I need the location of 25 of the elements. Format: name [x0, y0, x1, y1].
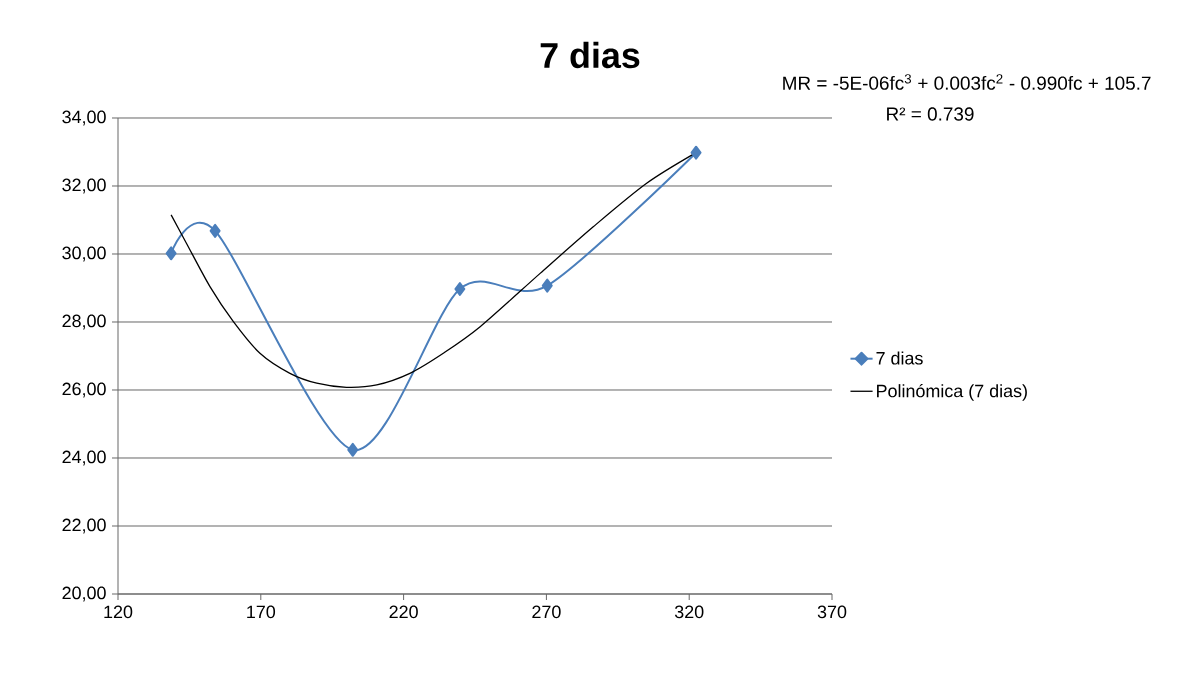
legend-label: Polinómica (7 dias) — [877, 383, 1027, 401]
x-tick-label: 270 — [532, 605, 561, 619]
y-tick-label: 28,00 — [62, 314, 106, 330]
y-tick-label: 22,00 — [62, 518, 106, 534]
y-tick-label: 20,00 — [62, 586, 106, 602]
point — [690, 145, 702, 160]
chart-title: 7 dias — [540, 41, 640, 69]
x-tick-label: 370 — [817, 605, 847, 619]
point — [209, 223, 221, 238]
x-tick-label: 220 — [389, 605, 418, 619]
y-tick-label: 26,00 — [62, 382, 106, 398]
y-tick-label: 34,00 — [62, 110, 106, 126]
x-tick-label: 320 — [674, 605, 704, 619]
point — [541, 278, 553, 293]
y-tick-label: 24,00 — [62, 450, 106, 466]
legend-label: 7 dias — [876, 351, 923, 365]
x-tick-label: 120 — [104, 605, 133, 619]
point — [454, 282, 466, 296]
text: R² = 0.739 — [887, 107, 974, 121]
y-tick-label: 32,00 — [62, 178, 106, 194]
point — [347, 442, 359, 457]
point — [165, 246, 177, 261]
text: MR = -5E-06fc$^{3}$ + 0.003fc$^{2}$ - 0.990fc + 105.7 — [783, 74, 1151, 90]
x-tick-label: 170 — [247, 605, 276, 619]
y-tick-label: 30,00 — [62, 246, 106, 262]
